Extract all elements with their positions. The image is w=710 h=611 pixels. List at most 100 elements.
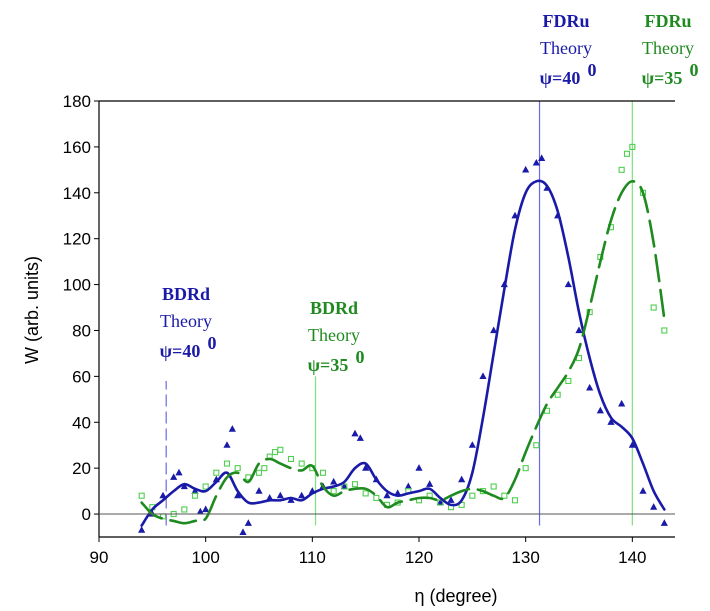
square-point [522, 465, 529, 472]
square-point [629, 143, 636, 150]
square-point [565, 377, 572, 385]
triangle-point [180, 482, 188, 490]
y-tick-label: 20 [72, 459, 91, 478]
triangle-point [596, 406, 604, 414]
x-tick-label: 120 [405, 548, 433, 567]
y-tick-label: 40 [72, 413, 91, 432]
triangle-point [415, 464, 423, 471]
annotation-title: BDRd [162, 284, 210, 304]
square-point [373, 494, 380, 502]
square-point [202, 483, 209, 490]
triangle-point [287, 496, 295, 503]
y-tick-label: 160 [63, 138, 91, 157]
square-point [533, 442, 540, 449]
triangle-point [479, 372, 487, 379]
triangle-point [522, 165, 530, 173]
square-point [287, 455, 295, 463]
annotation-angle: ψ=40 [160, 341, 201, 361]
square-point [490, 483, 497, 490]
triangle-point [650, 503, 658, 510]
annotation-title: FDRu [542, 11, 589, 31]
triangle-point [628, 441, 636, 448]
triangle-point [468, 441, 476, 448]
triangle-point [170, 473, 178, 480]
square-point [623, 150, 631, 157]
triangle-point [362, 464, 370, 471]
square-point [191, 492, 199, 499]
square-point [650, 304, 657, 311]
triangle-point [356, 434, 364, 441]
annotation-superscript: 0 [356, 347, 365, 367]
annotation-angle: ψ=35 [642, 68, 683, 88]
triangle-point [575, 326, 583, 334]
triangle-point [660, 519, 668, 526]
x-tick-label: 100 [191, 548, 219, 567]
square-point [298, 460, 305, 467]
annotation-superscript: 0 [588, 60, 597, 80]
annotation-label: FDRu Theory ψ=35 0 [642, 11, 699, 88]
y-tick-label: 80 [72, 321, 91, 340]
square-point [501, 492, 508, 499]
square-point [661, 327, 668, 334]
square-point [618, 166, 625, 173]
triangle-point [532, 158, 540, 166]
annotation-subtitle: Theory [540, 38, 592, 58]
blue-fit-line [140, 179, 666, 527]
triangle-point [447, 496, 455, 503]
x-tick-label: 90 [90, 548, 109, 567]
triangle-point [330, 477, 338, 485]
triangle-point [458, 475, 466, 483]
annotation-angle: ψ=35 [308, 355, 349, 375]
triangle-point [351, 429, 359, 437]
triangle-point [340, 482, 348, 490]
annotation-superscript: 0 [208, 333, 217, 353]
annotation-label: FDRu Theory ψ=40 0 [540, 11, 597, 88]
annotation-title: BDRd [310, 298, 358, 318]
square-point [213, 469, 220, 476]
square-point [261, 465, 268, 472]
square-point [319, 469, 327, 476]
triangle-point [436, 498, 444, 506]
triangle-point [202, 505, 210, 513]
y-tick-label: 100 [63, 276, 91, 295]
plot-area: BDRd Theory ψ=40 0 BDRd Theory ψ=35 0 FDRu Theory… [138, 11, 699, 536]
square-point [138, 492, 145, 499]
axes: 0 20 40 60 80 100 120 140 160 180 90 100 110 120 130 14… [63, 92, 675, 567]
square-point [271, 449, 279, 456]
triangle-point [564, 280, 572, 288]
x-tick-label: 110 [299, 548, 326, 567]
square-point [554, 391, 561, 398]
y-tick-label: 0 [82, 505, 91, 524]
annotation-subtitle: Theory [160, 311, 212, 331]
triangle-point [383, 491, 391, 499]
y-tick-label: 180 [63, 92, 91, 111]
green-fit-line [140, 180, 666, 525]
triangle-point [607, 418, 615, 425]
square-point [181, 506, 188, 513]
triangle-point [404, 482, 412, 490]
square-point [511, 497, 519, 504]
y-tick-label: 120 [63, 230, 91, 249]
annotation-superscript: 0 [690, 60, 699, 80]
triangle-point [228, 425, 236, 432]
triangle-point [138, 526, 146, 533]
annotation-title: FDRu [644, 11, 691, 31]
y-axis-title: W (arb. units) [22, 256, 42, 364]
triangle-point [490, 326, 498, 334]
square-point [469, 492, 476, 499]
triangle-point [239, 528, 247, 536]
square-point [330, 488, 337, 495]
triangle-point [538, 154, 546, 161]
square-point [351, 481, 359, 488]
annotation-subtitle: Theory [642, 38, 694, 58]
square-point [341, 483, 348, 490]
annotation-subtitle: Theory [308, 325, 360, 345]
triangle-point [276, 491, 284, 499]
triangle-point [244, 519, 252, 526]
triangle-point [639, 487, 647, 494]
triangle-point [426, 480, 434, 487]
y-tick-label: 140 [63, 184, 91, 203]
annotation-label: BDRd Theory ψ=35 0 [308, 298, 365, 375]
triangle-point [175, 468, 183, 476]
